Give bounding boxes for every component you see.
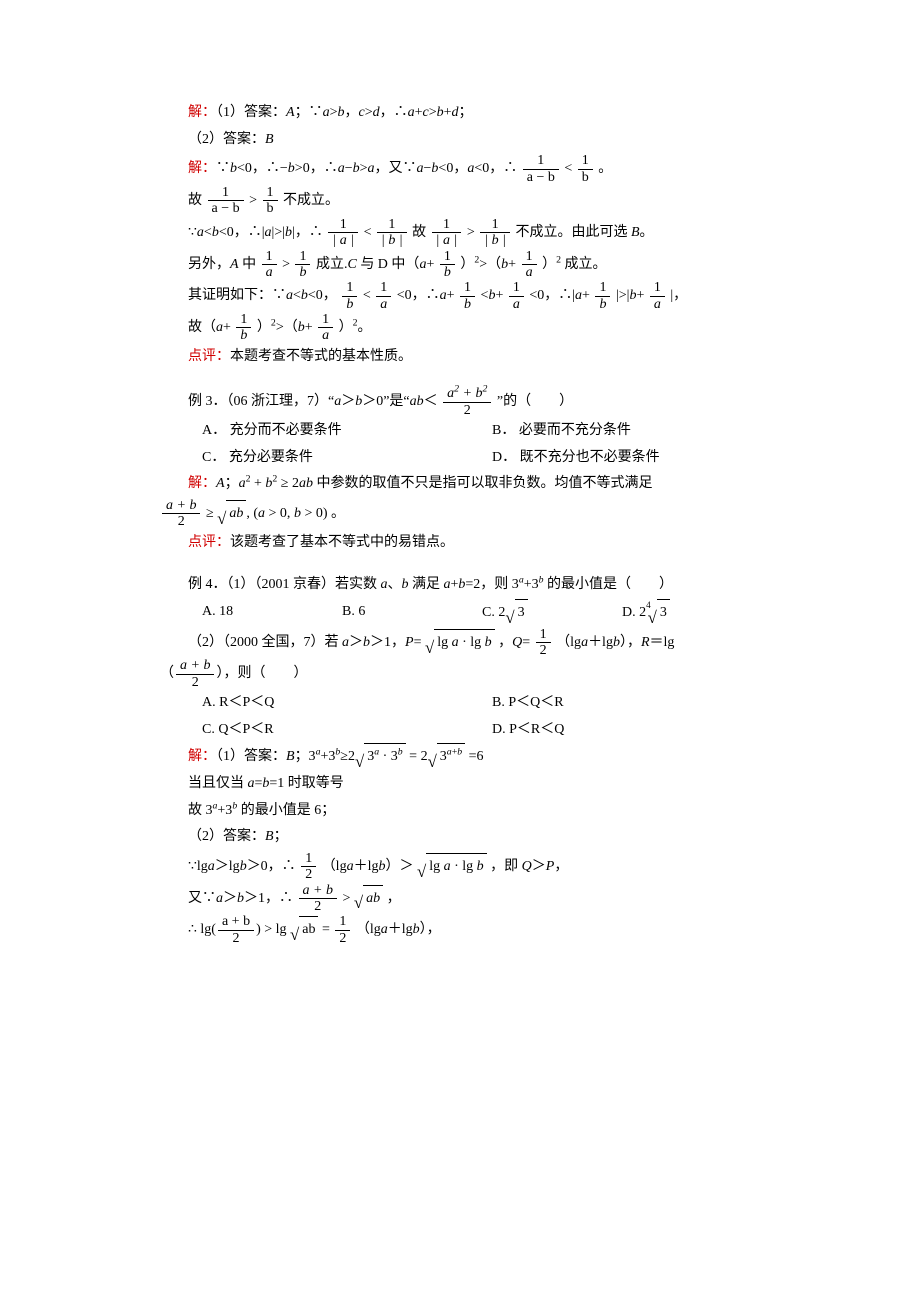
label-sol: 解：	[188, 749, 216, 764]
frac: 12	[335, 914, 350, 946]
frac: 1b	[578, 153, 593, 185]
frac: 1a	[376, 280, 391, 312]
frac: 1b	[263, 185, 278, 217]
frac: 1a − b	[208, 185, 244, 217]
frac: 1| a |	[432, 217, 462, 249]
sol1-l7: 其证明如下：∵a<b<0， 1b < 1a <0，∴a+ 1b <b+ 1a <…	[160, 280, 790, 312]
ex4-q2-b: （a + b2），则（ ）	[160, 658, 790, 690]
ex4-opt-b: B. 6	[342, 599, 482, 627]
ex4-2-opt-a: A. R＜P＜Q	[202, 690, 492, 717]
sqrt: √ab	[217, 500, 246, 528]
ex4-sol-l5: ∵lga＞lgb＞0，∴ 12 （lga＋lgb）＞ √lg a · lg b …	[160, 851, 790, 883]
ex4-2-opt-d: D. P＜R＜Q	[492, 717, 782, 744]
ex4-sol-l2: 当且仅当 a=b=1 时取等号	[160, 771, 790, 798]
ex4-stem: 例 4．（1）（2001 京春）若实数 a、b 满足 a+b=2，则 3a+3b…	[160, 572, 790, 599]
ex3-options-row2: C． 充分必要条件 D． 既不充分也不必要条件	[160, 445, 790, 472]
ex3-stem: 例 3．（06 浙江理，7）“a＞b＞0”是“ab＜ a2 + b22 ”的（ …	[160, 386, 790, 418]
frac: a + b2	[218, 914, 254, 946]
sqrt: √lg a · lg b	[417, 853, 487, 881]
frac: 1b	[342, 280, 357, 312]
label-comment: 点评：	[188, 349, 230, 364]
frac: 1b	[295, 249, 310, 281]
comment3: 点评：该题考查了基本不等式中的易错点。	[160, 530, 790, 557]
sqrt: √3a · 3b	[355, 743, 406, 771]
frac: 1b	[440, 249, 455, 281]
comment1: 点评：本题考查不等式的基本性质。	[160, 344, 790, 371]
ex4-sol-l6: 又∵a＞b＞1，∴ a + b2 > √ab ，	[160, 883, 790, 915]
frac: a + b2	[299, 883, 337, 915]
frac: 1| b |	[377, 217, 407, 249]
sqrt: √ab	[354, 885, 383, 913]
sol1-l6: 另外，A 中 1a > 1b 成立.C 与 D 中（a+ 1b ）2>（b+ 1…	[160, 249, 790, 281]
ex4-2-options-row1: A. R＜P＜Q B. P＜Q＜R	[160, 690, 790, 717]
sol1-l2: （2）答案：B	[160, 127, 790, 154]
ex3-opt-a: A． 充分而不必要条件	[202, 418, 492, 445]
frac: 1b	[460, 280, 475, 312]
frac: 1b	[595, 280, 610, 312]
ex4-2-opt-c: C. Q＜P＜R	[202, 717, 492, 744]
sol1-l4: 故 1a − b > 1b 不成立。	[160, 185, 790, 217]
ex4-options: A. 18 B. 6 C. 2√3 D. 24√3	[160, 599, 790, 627]
ex4-sol-l1: 解：（1）答案：B；3a+3b≥2√3a · 3b = 2√3a+b =6	[160, 743, 790, 771]
sol1-l3: 解：∵b<0，∴−b>0，∴a−b>a，又∵a−b<0，a<0，∴ 1a − b…	[160, 153, 790, 185]
frac: 1a	[262, 249, 277, 281]
ex4-q2-a: （2）（2000 全国，7）若 a＞b＞1，P= √lg a · lg b ，Q…	[160, 627, 790, 659]
label-comment: 点评：	[188, 535, 230, 550]
ex3-opt-d: D． 既不充分也不必要条件	[492, 445, 782, 472]
ex4-sol-l3: 故 3a+3b 的最小值是 6；	[160, 798, 790, 825]
ex4-sol-l7: ∴ lg(a + b2) > lg √ab = 12 （lga＋lgb），	[160, 914, 790, 946]
ex4-2-options-row2: C. Q＜P＜R D. P＜R＜Q	[160, 717, 790, 744]
sqrt: √lg a · lg b	[425, 629, 495, 657]
ex4-opt-a: A. 18	[202, 599, 342, 627]
sol1-l1: 解：（1）答案：A；∵a>b，c>d，∴a+c>b+d；	[160, 100, 790, 127]
frac: a2 + b22	[443, 386, 491, 418]
label-sol: 解：	[188, 161, 216, 176]
frac: 1b	[236, 312, 251, 344]
ex3-sol: 解：A；a2 + b2 ≥ 2ab 中参数的取值不只是指可以取非负数。均值不等式…	[160, 471, 790, 498]
frac: a + b2	[162, 498, 200, 530]
frac: 12	[301, 851, 316, 883]
label-sol: 解：	[188, 105, 216, 120]
label-sol: 解：	[188, 476, 216, 491]
frac: 1a	[522, 249, 537, 281]
frac: a + b2	[176, 658, 214, 690]
ex4-2-opt-b: B. P＜Q＜R	[492, 690, 782, 717]
ex4-opt-d: D. 24√3	[622, 599, 762, 627]
sol1-l8: 故（a+ 1b ）2>（b+ 1a ）2。	[160, 312, 790, 344]
ex3-sol-2: a + b2 ≥ √ab, (a > 0, b > 0) 。	[160, 498, 790, 530]
sqrt: √ab	[290, 916, 318, 944]
frac: 1a − b	[523, 153, 559, 185]
ex4-sol-l4: （2）答案：B；	[160, 824, 790, 851]
frac: 1a	[318, 312, 333, 344]
frac: 1a	[509, 280, 524, 312]
frac: 1| a |	[328, 217, 358, 249]
sol1-l5: ∵a<b<0，∴|a|>|b|，∴ 1| a | < 1| b | 故 1| a…	[160, 217, 790, 249]
ex3-opt-c: C． 充分必要条件	[202, 445, 492, 472]
ex3-opt-b: B． 必要而不充分条件	[492, 418, 782, 445]
frac: 1| b |	[480, 217, 510, 249]
sqrt: √3a+b	[428, 743, 466, 771]
ex4-opt-c: C. 2√3	[482, 599, 622, 627]
ex3-options-row1: A． 充分而不必要条件 B． 必要而不充分条件	[160, 418, 790, 445]
frac: 12	[536, 627, 551, 659]
frac: 1a	[650, 280, 665, 312]
